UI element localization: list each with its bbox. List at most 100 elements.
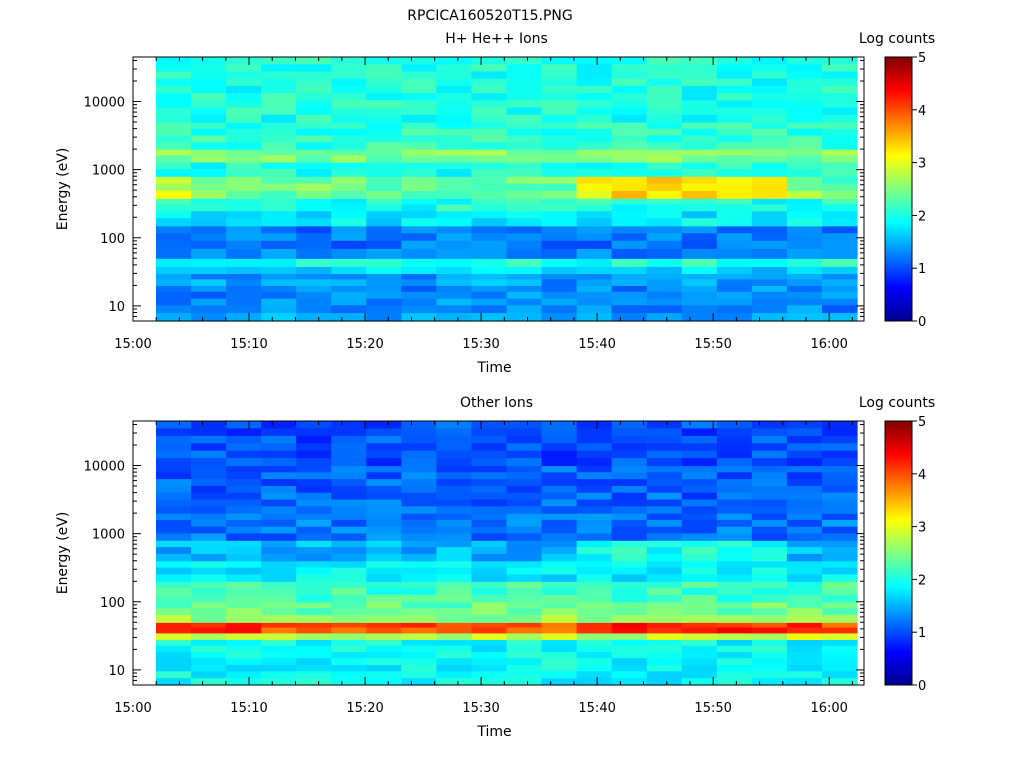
heatmap-cell [716, 506, 753, 514]
heatmap-cell [156, 155, 192, 163]
heatmap-cell [576, 639, 613, 647]
heatmap-cell [226, 161, 262, 170]
heatmap-cell [226, 450, 262, 459]
heatmap-cell [716, 664, 753, 672]
heatmap-cell [331, 614, 367, 623]
heatmap-cell [156, 614, 192, 623]
heatmap-cell [471, 198, 508, 206]
y-tick-label: 10000 [84, 460, 125, 475]
heatmap-cell [751, 658, 788, 666]
heatmap-cell [296, 664, 332, 672]
heatmap-cell [191, 574, 227, 582]
heatmap-cell [471, 225, 508, 234]
heatmap-cell [401, 465, 437, 473]
heatmap-cell [541, 472, 578, 480]
heatmap-cell [261, 107, 297, 116]
heatmap-cell [331, 594, 367, 603]
heatmap-cell [261, 169, 297, 177]
heatmap-cell [226, 485, 262, 494]
heatmap-cell [156, 627, 192, 634]
heatmap-cell [541, 258, 578, 267]
heatmap-cell [506, 142, 543, 150]
heatmap-cell [331, 204, 367, 212]
y-tick-label: 1000 [92, 528, 125, 543]
heatmap-cell [366, 258, 402, 267]
heatmap-cell [226, 305, 262, 314]
heatmap-cell [821, 258, 858, 267]
heatmap-cell [436, 499, 473, 507]
heatmap-cell [681, 176, 718, 185]
heatmap-cell [156, 258, 192, 267]
heatmap-cell [191, 428, 227, 437]
colorbar-gradient [884, 420, 913, 686]
heatmap-cell [226, 479, 262, 487]
heatmap-cell [191, 472, 227, 480]
heatmap-cell [751, 258, 788, 267]
heatmap-cell [576, 594, 613, 603]
heatmap-cell [751, 85, 788, 94]
heatmap-cell [471, 651, 508, 659]
heatmap-cell [506, 678, 543, 686]
heatmap-cell [226, 273, 262, 280]
heatmap-cell [226, 574, 262, 582]
heatmap-cell [296, 71, 332, 80]
heatmap-cell [786, 64, 823, 73]
heatmap-cell [401, 266, 437, 274]
heatmap-cell [436, 85, 473, 94]
heatmap-cell [786, 492, 823, 501]
heatmap-cell [436, 169, 473, 177]
heatmap-cell [541, 428, 578, 437]
heatmap-cell [716, 594, 753, 603]
x-tick-label: 15:00 [114, 337, 151, 352]
heatmap-cell [226, 639, 262, 647]
heatmap-cell [331, 627, 367, 634]
heatmap-cell [646, 93, 683, 101]
heatmap-cell [716, 142, 753, 150]
heatmap-cell [541, 305, 578, 314]
heatmap-cell [821, 574, 858, 582]
heatmap-cell [646, 78, 683, 87]
heatmap-cell [681, 298, 718, 306]
heatmap-cell [716, 100, 753, 109]
heatmap-cell [541, 540, 578, 548]
heatmap-cell [716, 553, 753, 562]
heatmap-cell [436, 298, 473, 306]
heatmap-cell [716, 450, 753, 459]
heatmap-cell [331, 553, 367, 562]
heatmap-cell [226, 540, 262, 548]
heatmap-cell [156, 632, 192, 641]
heatmap-cell [821, 218, 858, 227]
heatmap-cell [681, 71, 718, 80]
heatmap-cell [541, 574, 578, 582]
heatmap-cell [506, 421, 543, 430]
heatmap-cell [366, 198, 402, 206]
heatmap-cell [191, 128, 227, 137]
heatmap-cell [821, 291, 858, 299]
heatmap-cell [576, 479, 613, 487]
heatmap-cell [261, 142, 297, 150]
heatmap-cell [716, 601, 753, 609]
heatmap-cell [576, 664, 613, 672]
heatmap-cell [681, 85, 718, 94]
heatmap-cell [716, 608, 753, 616]
heatmap-cell [681, 658, 718, 666]
heatmap-cell [401, 526, 437, 535]
heatmap-cell [506, 458, 543, 467]
heatmap-cell [506, 594, 543, 603]
heatmap-cell [716, 533, 753, 541]
heatmap-cell [191, 183, 227, 192]
heatmap-cell [331, 435, 367, 444]
heatmap-cell [821, 176, 858, 185]
heatmap-cell [331, 285, 367, 293]
heatmap-cell [646, 553, 683, 562]
heatmap-cell [751, 458, 788, 467]
heatmap-cell [261, 78, 297, 87]
colorbar-tick-label: 1 [918, 626, 926, 641]
heatmap-cell [646, 664, 683, 672]
heatmap-cell [156, 240, 192, 249]
heatmap-cell [331, 601, 367, 609]
heatmap-cell [681, 450, 718, 459]
heatmap-cell [471, 273, 508, 280]
heatmap-cell [261, 190, 297, 199]
heatmap-cell [681, 107, 718, 116]
